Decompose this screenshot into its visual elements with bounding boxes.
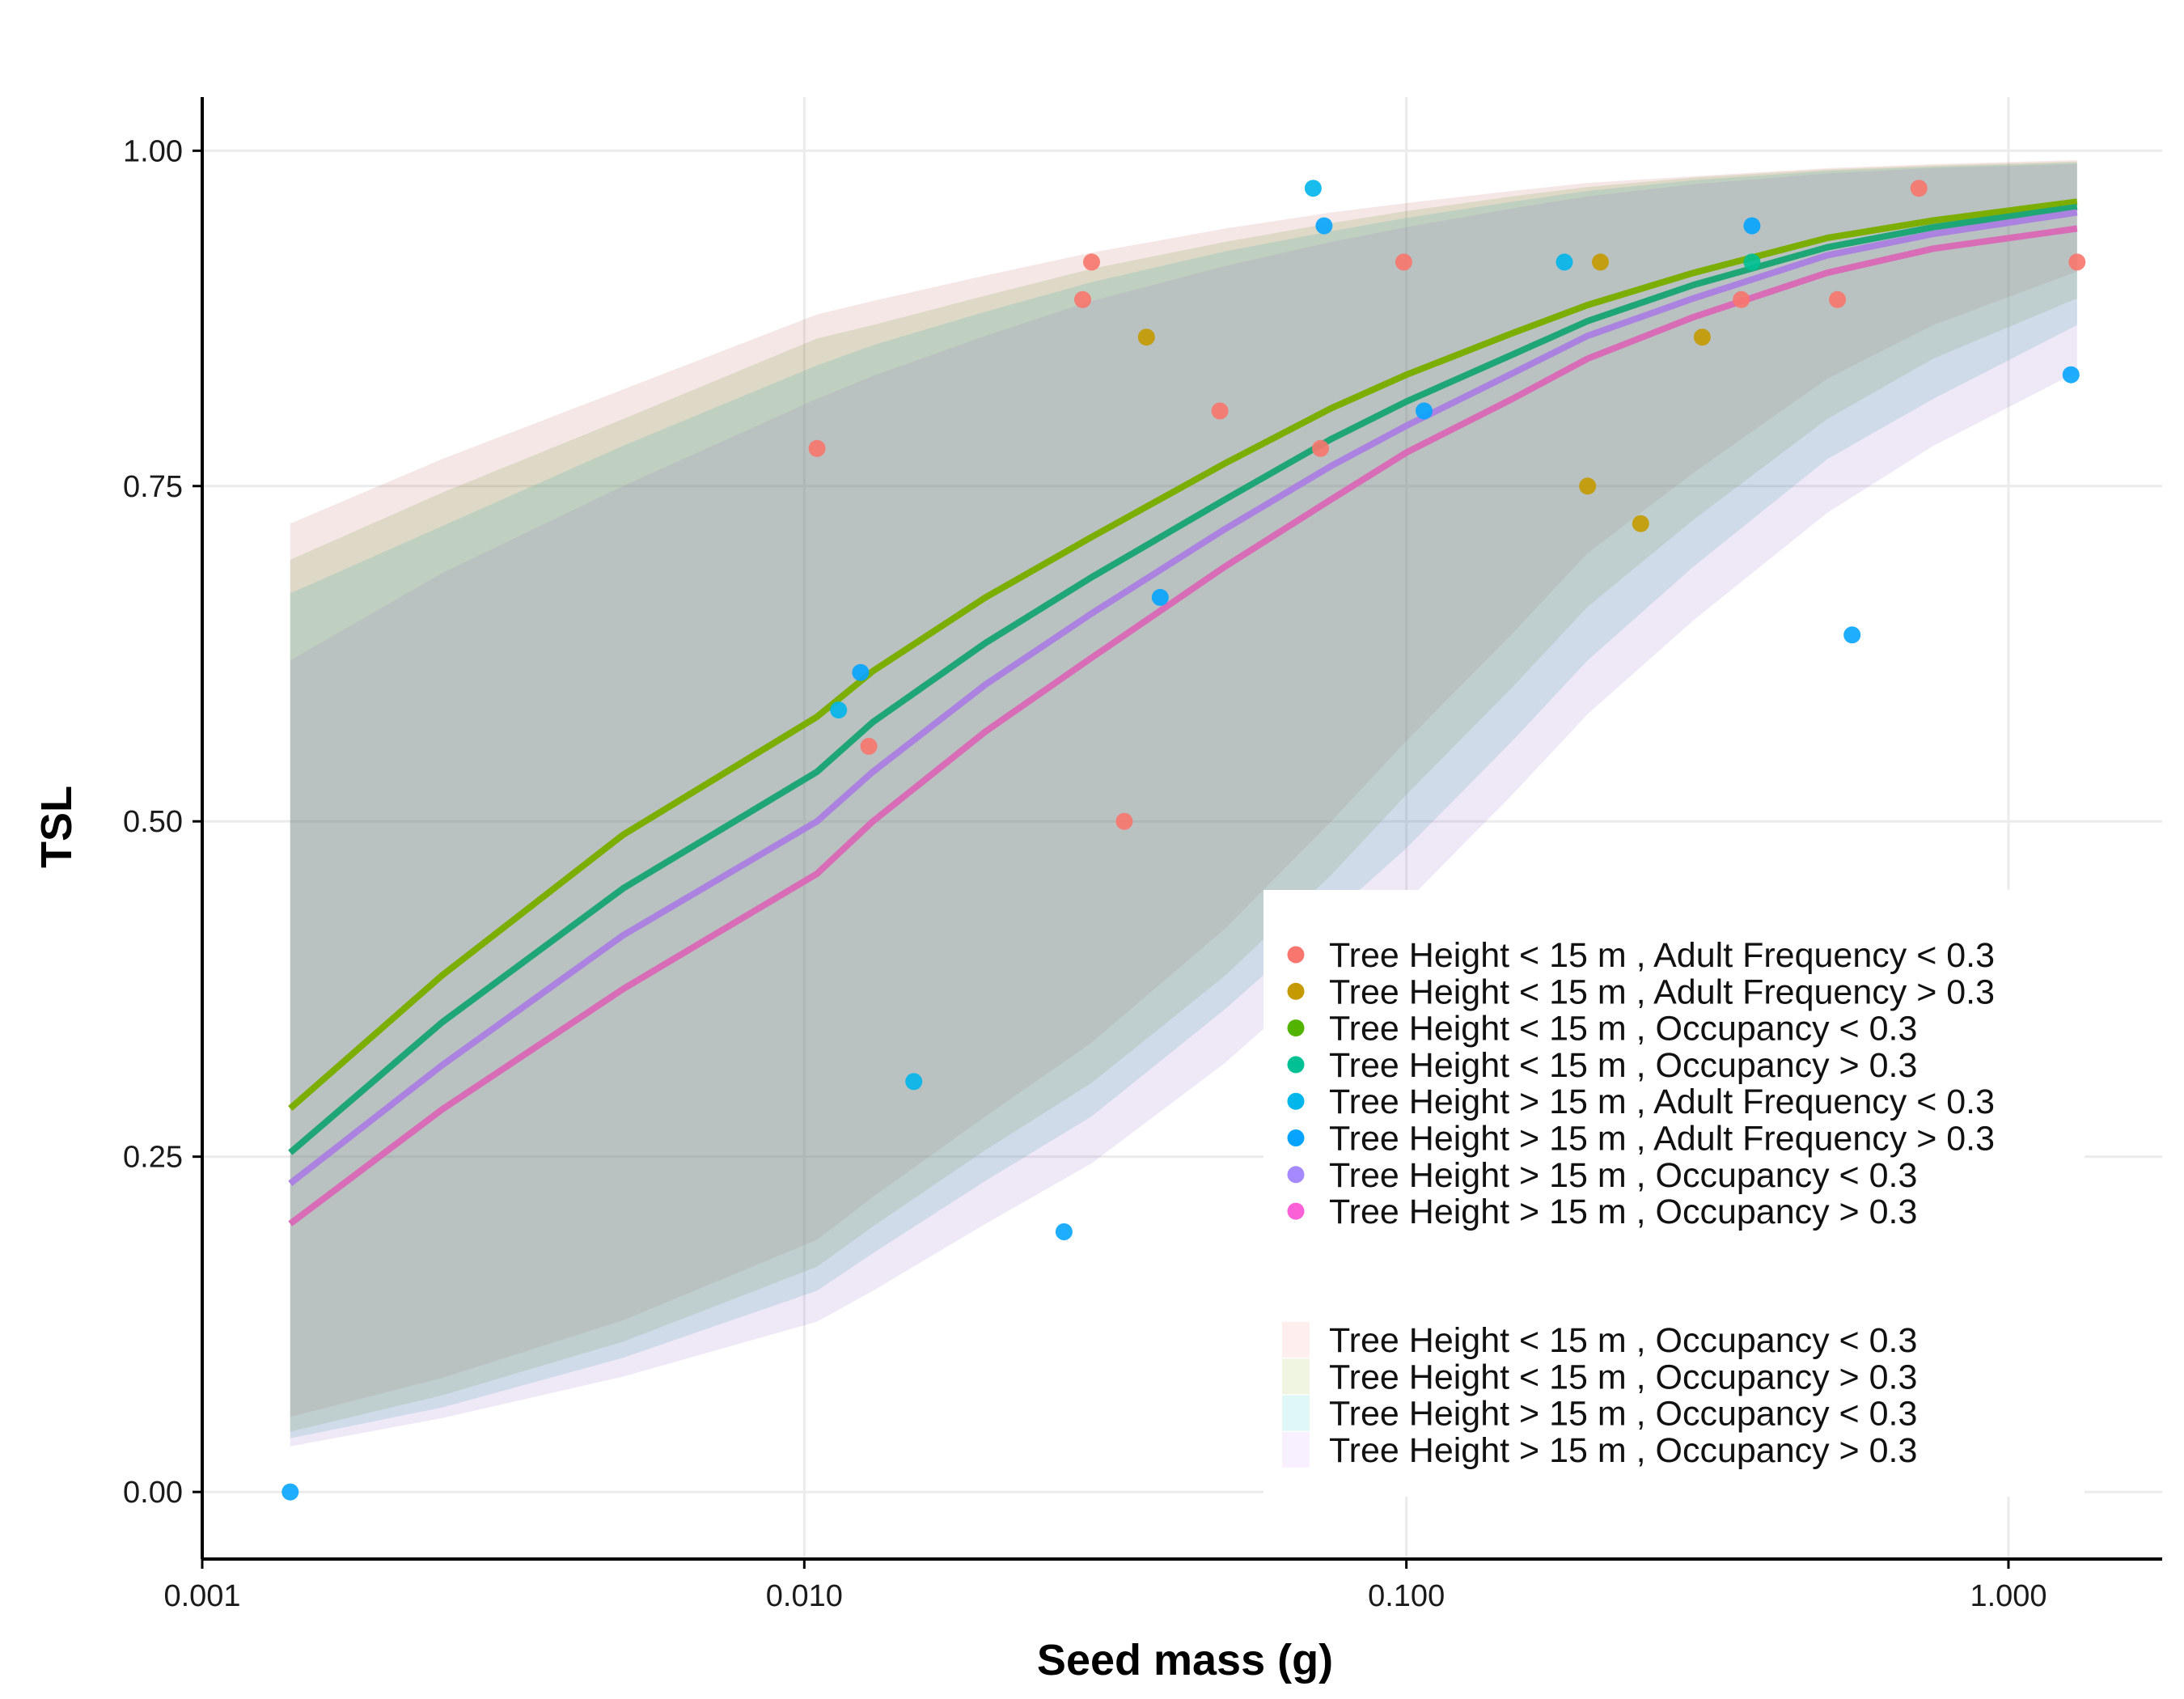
grid [201,97,2162,1559]
ticks: 0.001 0.010 0.100 1.000 0.00 0.25 0.50 0.75 1.00 [123,134,2047,1613]
data-point [1312,439,1329,457]
axes [201,97,2162,1561]
x-tick-label: 0.001 [163,1579,240,1613]
legend-point-key [1287,946,1305,964]
y-tick-label: 0.00 [123,1476,183,1510]
confidence-bands [290,159,2077,1447]
data-point [905,1073,923,1091]
data-point [1151,588,1169,606]
data-point [1829,290,1847,308]
data-point [2068,253,2086,271]
legend-point-label: Tree Height < 15 m , Occupancy > 0.3 [1329,1046,1917,1085]
fit-lines [288,198,2078,1227]
legend: Tree Height < 15 m , Adult Frequency < 0… [1263,890,2085,1497]
confidence-band-overlap [290,163,2077,1438]
legend-band-label: Tree Height < 15 m , Occupancy < 0.3 [1329,1321,1917,1360]
confidence-band [290,163,2077,1438]
y-tick-label: 1.00 [123,134,183,168]
legend-band-key [1282,1322,1310,1358]
y-tick-label: 0.25 [123,1141,183,1175]
legend-point-label: Tree Height > 15 m , Adult Frequency < 0… [1329,1083,1995,1121]
x-axis-title: Seed mass (g) [1037,1636,1333,1684]
data-point [1693,328,1711,346]
data-point [860,737,878,755]
legend-band-entries: Tree Height < 15 m , Occupancy < 0.3Tree… [1282,1321,1917,1470]
fit-line [288,198,2078,1112]
data-point [852,663,870,681]
legend-point-label: Tree Height < 15 m , Adult Frequency < 0… [1329,936,1995,975]
data-point [1074,290,1091,308]
x-tick-label: 0.100 [1368,1579,1445,1613]
legend-point-key [1287,1166,1305,1184]
x-tick-label: 1.000 [1970,1579,2046,1613]
data-point [1632,515,1649,532]
data-point [2062,366,2080,383]
data-point [1315,217,1333,235]
legend-point-label: Tree Height > 15 m , Occupancy < 0.3 [1329,1156,1917,1195]
legend-band-key [1282,1431,1310,1468]
y-axis-title: TSL [32,786,81,868]
data-point [1304,180,1322,197]
data-point [1115,812,1133,830]
fit-line [288,225,2078,1227]
data-point [808,439,826,457]
data-point [1211,402,1229,420]
data-point [830,701,848,719]
data-point [1055,1223,1073,1240]
data-point [1743,217,1761,235]
legend-point-key [1287,1092,1305,1110]
y-tick-label: 0.75 [123,470,183,504]
legend-band-label: Tree Height > 15 m , Occupancy < 0.3 [1329,1395,1917,1434]
legend-background [1263,890,2085,1497]
confidence-band-overlap [290,163,2077,1447]
data-point [1083,253,1100,271]
y-tick-label: 0.50 [123,805,183,839]
data-point [1843,626,1861,644]
fit-line [288,209,2078,1186]
legend-point-key [1287,982,1305,1000]
legend-point-label: Tree Height > 15 m , Occupancy > 0.3 [1329,1193,1917,1231]
legend-band-key [1282,1395,1310,1431]
legend-point-key [1287,1129,1305,1146]
confidence-band-overlap [290,161,2077,1432]
fit-line [288,203,2078,1155]
data-point [1395,253,1412,271]
data-point [1743,253,1761,271]
confidence-band [290,163,2077,1447]
legend-band-label: Tree Height < 15 m , Occupancy > 0.3 [1329,1358,1917,1396]
data-point [1592,253,1609,271]
data-point [1416,402,1433,420]
data-point [1137,328,1155,346]
data-point [1579,477,1597,495]
legend-point-key [1287,1056,1305,1074]
legend-point-key [1287,1019,1305,1037]
legend-point-label: Tree Height < 15 m , Occupancy < 0.3 [1329,1010,1917,1049]
legend-point-key [1287,1202,1305,1220]
confidence-band [290,159,2077,1417]
legend-point-label: Tree Height < 15 m , Adult Frequency > 0… [1329,972,1995,1011]
legend-band-label: Tree Height > 15 m , Occupancy > 0.3 [1329,1431,1917,1470]
data-point [1733,290,1750,308]
legend-point-label: Tree Height > 15 m , Adult Frequency > 0… [1329,1120,1995,1159]
data-point [1555,253,1573,271]
confidence-band [290,161,2077,1432]
legend-band-key [1282,1358,1310,1395]
data-point [281,1483,299,1501]
x-tick-label: 0.010 [766,1579,843,1613]
confidence-band-overlap [290,159,2077,1417]
data-points [281,180,2086,1501]
data-point [1910,180,1928,197]
legend-point-entries: Tree Height < 15 m , Adult Frequency < 0… [1287,936,1995,1231]
